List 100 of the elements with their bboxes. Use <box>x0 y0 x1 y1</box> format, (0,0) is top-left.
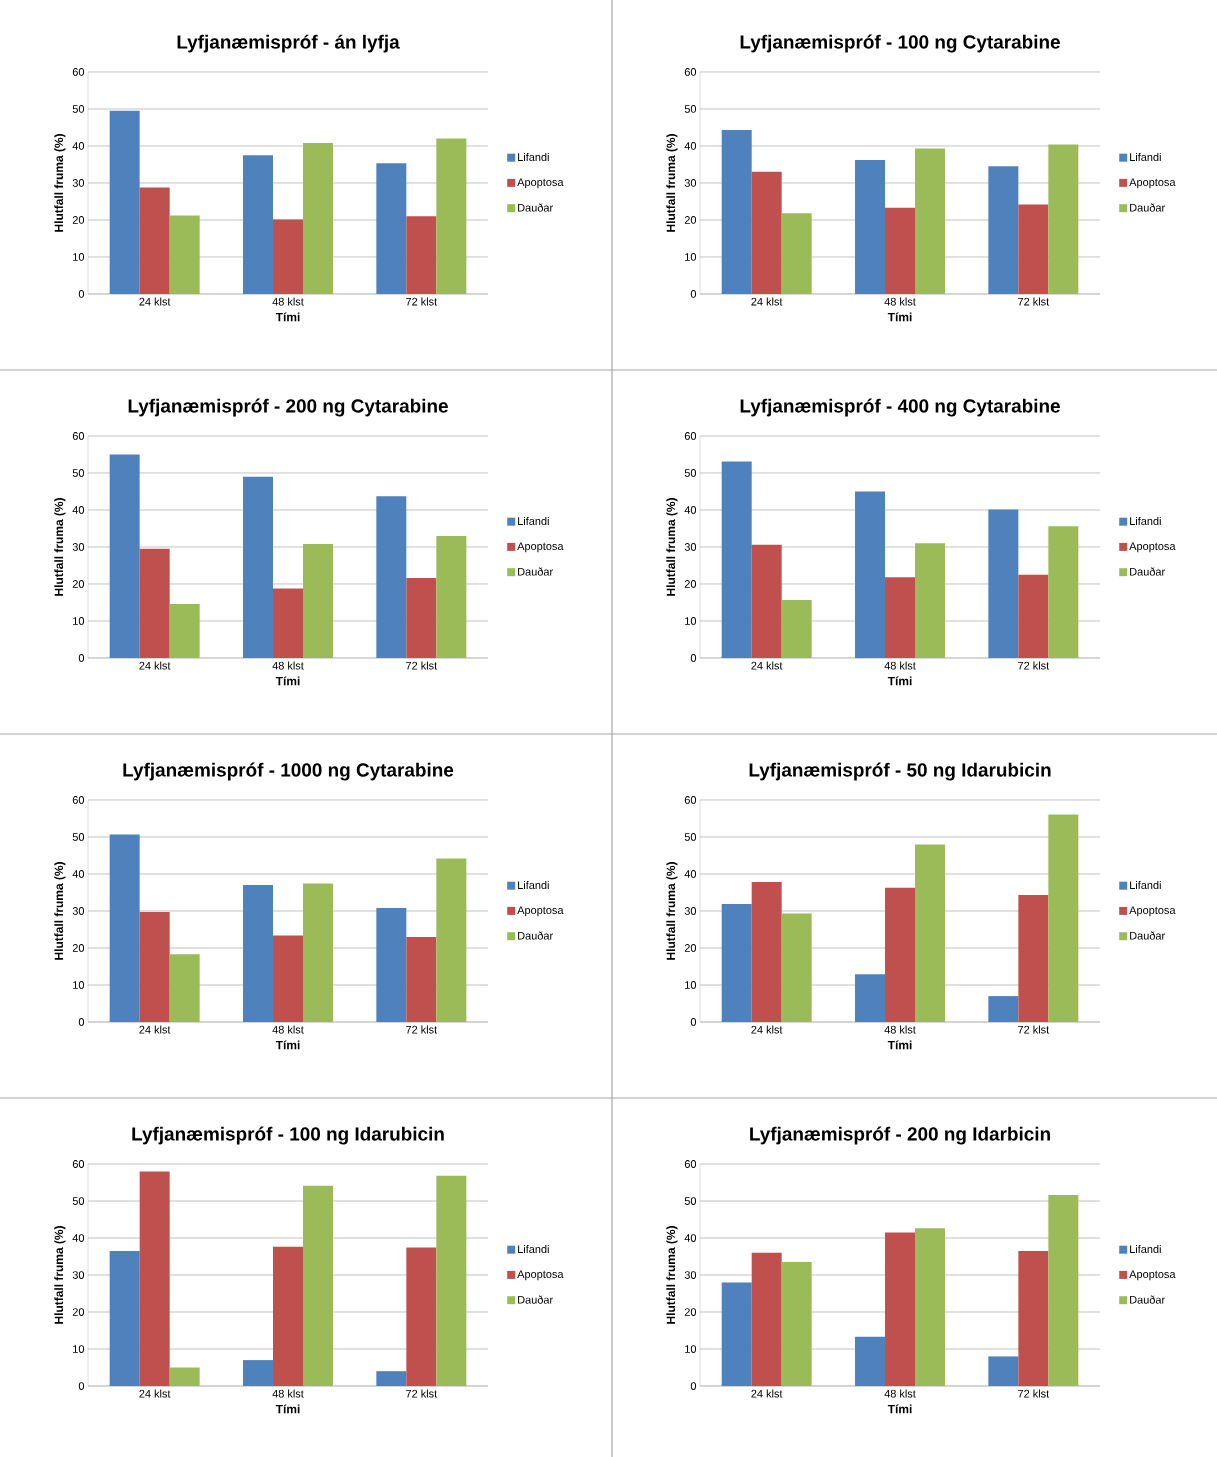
x-tick-label: 24 klst <box>751 1389 783 1398</box>
x-tick-label: 24 klst <box>139 1025 171 1034</box>
bar <box>781 1262 812 1386</box>
bar <box>1018 895 1049 1022</box>
y-tick-label: 60 <box>72 1160 85 1168</box>
bar <box>915 844 946 1022</box>
legend-label: Dauðar <box>1130 203 1165 212</box>
x-axis-title: Tími <box>887 676 912 686</box>
y-tick-label: 0 <box>690 654 697 662</box>
x-axis-title: Tími <box>275 312 300 322</box>
x-tick-label: 72 klst <box>406 1025 438 1034</box>
y-tick-label: 0 <box>690 1382 697 1390</box>
bar <box>721 903 752 1022</box>
x-tick-label: 24 klst <box>751 661 783 670</box>
y-tick-label: 40 <box>72 870 85 878</box>
bar <box>139 912 170 1022</box>
y-tick-label: 10 <box>685 617 697 625</box>
chart-title: Lyfjanæmispróf - 200 ng Cytarabine <box>128 398 448 417</box>
y-tick-label: 50 <box>684 105 697 113</box>
y-tick-label: 60 <box>684 1160 697 1168</box>
y-tick-label: 0 <box>78 654 85 662</box>
chart-title: Lyfjanæmispróf - 50 ng Idarubicin <box>749 762 1051 781</box>
y-tick-label: 40 <box>72 506 85 514</box>
bar <box>988 1356 1019 1386</box>
bar <box>243 155 274 294</box>
y-tick-label: 20 <box>72 1308 85 1316</box>
x-axis-title: Tími <box>887 312 912 322</box>
legend-label: Apoptosa <box>517 906 564 917</box>
legend-label: Apoptosa <box>517 178 564 189</box>
y-axis-title: Hlutfall fruma (%) <box>666 862 678 960</box>
bar <box>273 588 304 658</box>
y-tick-label: 30 <box>72 1271 85 1279</box>
bar <box>109 110 140 294</box>
y-tick-label: 10 <box>73 981 85 989</box>
y-tick-label: 20 <box>72 944 85 952</box>
y-tick-label: 50 <box>684 1197 697 1205</box>
y-tick-label: 30 <box>684 907 697 915</box>
bar <box>855 974 886 1022</box>
x-tick-label: 48 klst <box>272 1389 304 1398</box>
bar <box>721 1282 752 1386</box>
x-tick-label: 48 klst <box>884 297 916 306</box>
y-tick-label: 30 <box>684 179 697 187</box>
bar <box>169 1367 200 1386</box>
bar <box>751 1252 782 1386</box>
bar <box>376 496 407 658</box>
y-tick-label: 40 <box>684 142 697 150</box>
legend-label: Dauðar <box>518 567 553 576</box>
legend-label: Apoptosa <box>1129 542 1176 553</box>
x-tick-label: 72 klst <box>406 661 438 670</box>
bar <box>915 543 946 658</box>
legend-label: Dauðar <box>518 203 553 212</box>
legend-label: Apoptosa <box>517 542 564 553</box>
y-tick-label: 60 <box>684 68 697 76</box>
y-tick-label: 50 <box>72 833 85 841</box>
bar <box>781 913 812 1022</box>
y-tick-label: 50 <box>72 469 85 477</box>
x-tick-label: 48 klst <box>272 1025 304 1034</box>
x-tick-label: 72 klst <box>1018 1389 1050 1398</box>
bar <box>721 461 752 658</box>
y-axis-title: Hlutfall fruma (%) <box>666 1226 678 1324</box>
bar <box>781 213 812 294</box>
bar <box>436 535 467 658</box>
y-tick-label: 20 <box>72 580 85 588</box>
legend-label: Dauðar <box>518 931 553 940</box>
bar <box>751 544 782 658</box>
bar <box>1018 204 1049 294</box>
bar <box>988 996 1019 1022</box>
y-tick-label: 50 <box>684 833 697 841</box>
y-tick-label: 50 <box>72 105 85 113</box>
bar <box>988 166 1019 294</box>
bar <box>139 548 170 658</box>
chart-title: Lyfjanæmispróf - 1000 ng Cytarabine <box>123 762 454 781</box>
chart-title: Lyfjanæmispróf - 100 ng Cytarabine <box>740 34 1060 53</box>
legend-label: Dauðar <box>1130 567 1165 576</box>
bar <box>273 1246 304 1386</box>
bar <box>169 215 200 294</box>
y-tick-label: 60 <box>72 432 85 440</box>
chart-title: Lyfjanæmispróf - 100 ng Idarubicin <box>132 1126 444 1145</box>
bar <box>273 219 304 294</box>
y-tick-label: 0 <box>78 290 85 298</box>
bar <box>988 509 1019 658</box>
bar <box>885 1232 916 1386</box>
y-tick-label: 0 <box>78 1018 85 1026</box>
y-tick-label: 20 <box>72 216 85 224</box>
y-tick-label: 60 <box>72 796 85 804</box>
legend-label: Lifandi <box>518 1244 549 1254</box>
y-axis-title: Hlutfall fruma (%) <box>54 1226 66 1324</box>
y-tick-label: 30 <box>684 543 697 551</box>
y-axis-title: Hlutfall fruma (%) <box>666 498 678 596</box>
y-axis-title: Hlutfall fruma (%) <box>54 862 66 960</box>
legend-label: Apoptosa <box>517 1270 564 1281</box>
y-tick-label: 40 <box>72 142 85 150</box>
y-axis-title: Hlutfall fruma (%) <box>666 134 678 232</box>
x-tick-label: 24 klst <box>139 661 171 670</box>
x-tick-label: 48 klst <box>884 1389 916 1398</box>
bar <box>139 187 170 294</box>
bar <box>436 1175 467 1386</box>
y-tick-label: 60 <box>684 796 697 804</box>
y-tick-label: 10 <box>73 617 85 625</box>
bar <box>303 143 334 294</box>
